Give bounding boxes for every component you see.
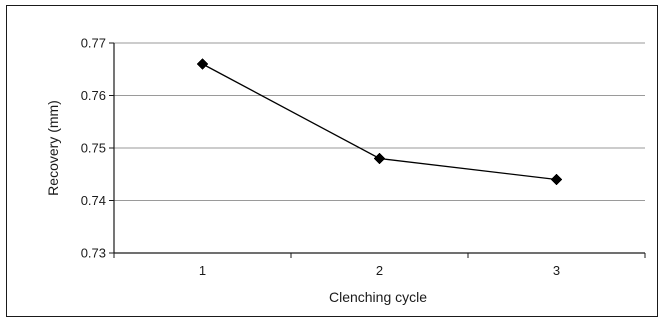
y-tick-label: 0.76 (81, 88, 106, 103)
x-tick-label: 2 (376, 263, 383, 278)
gridlines (114, 42, 645, 201)
x-tick-label: 1 (199, 263, 206, 278)
data-point-1 (196, 58, 209, 70)
axes (109, 42, 646, 258)
x-tick-label: 3 (553, 263, 560, 278)
chart-frame (6, 5, 658, 317)
data-markers (196, 58, 563, 186)
y-tick-label: 0.75 (81, 141, 106, 156)
data-point-3 (550, 173, 563, 186)
tick-labels: 0.73 0.74 0.75 0.76 0.77 1 2 3 (81, 36, 560, 279)
x-axis-label: Clenching cycle (329, 289, 427, 305)
y-tick-label: 0.73 (81, 246, 106, 261)
data-point-2 (373, 152, 386, 165)
y-tick-label: 0.77 (81, 36, 106, 51)
y-axis-label: Recovery (mm) (45, 100, 61, 196)
y-tick-label: 0.74 (81, 193, 106, 208)
